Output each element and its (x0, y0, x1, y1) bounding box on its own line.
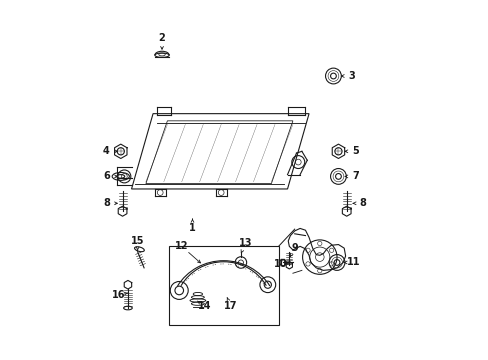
Text: 2: 2 (158, 33, 165, 43)
Text: 15: 15 (131, 236, 144, 246)
Text: 10: 10 (273, 259, 286, 269)
Text: 12: 12 (175, 241, 188, 251)
Text: 17: 17 (224, 301, 237, 311)
Text: 1: 1 (189, 224, 196, 233)
Text: 13: 13 (238, 238, 251, 248)
Text: 14: 14 (198, 301, 211, 311)
Text: 16: 16 (111, 290, 125, 300)
Text: 7: 7 (351, 171, 358, 181)
Text: 6: 6 (103, 171, 110, 181)
Text: 5: 5 (351, 146, 358, 156)
Bar (169, 246, 278, 325)
Text: 3: 3 (348, 71, 355, 81)
Text: 4: 4 (103, 146, 110, 156)
Text: 9: 9 (291, 243, 298, 253)
Text: 8: 8 (359, 198, 366, 208)
Text: 11: 11 (346, 257, 360, 267)
Text: 8: 8 (103, 198, 110, 208)
